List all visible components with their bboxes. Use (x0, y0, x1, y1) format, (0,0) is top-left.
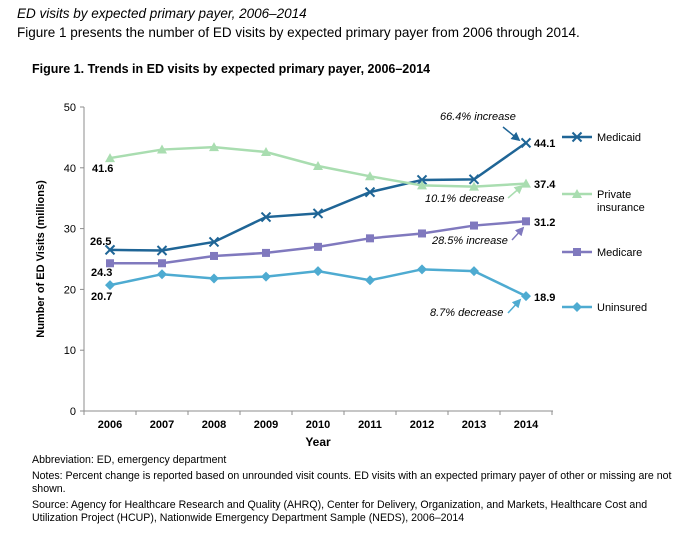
data-point-medicare (262, 248, 270, 257)
legend-label-private-insurance-cont: insurance (597, 202, 645, 214)
abbreviation-note: Abbreviation: ED, emergency department (32, 454, 227, 466)
data-point-private-insurance (157, 144, 167, 154)
y-tick-label: 20 (64, 284, 76, 296)
x-tick-label: 2013 (462, 419, 486, 431)
data-point-private-insurance (469, 181, 479, 191)
end-value-label-medicaid: 44.1 (534, 138, 555, 150)
data-point-medicare (470, 221, 478, 230)
end-value-label-uninsured: 18.9 (534, 292, 555, 304)
y-tick-label: 50 (64, 102, 76, 114)
data-point-uninsured (105, 280, 115, 291)
x-tick-label: 2011 (358, 419, 382, 431)
legend-marker-private-insurance (572, 189, 582, 198)
data-point-uninsured (157, 269, 167, 280)
data-point-medicaid (208, 236, 220, 248)
data-point-medicare (522, 217, 530, 226)
data-point-medicaid (156, 245, 168, 256)
y-tick-label: 30 (64, 224, 76, 236)
legend-label-private-insurance: Private (597, 189, 631, 201)
legend-marker-uninsured (572, 302, 582, 312)
legend-label-medicare: Medicare (597, 247, 642, 259)
change-annotation-medicaid: 66.4% increase (440, 111, 516, 123)
data-point-uninsured (521, 291, 531, 302)
data-point-private-insurance (261, 146, 271, 156)
legend-marker-medicaid (571, 131, 583, 143)
y-tick-label: 0 (70, 406, 76, 418)
data-point-medicare (210, 251, 218, 260)
change-annotation-uninsured: 8.7% decrease (430, 307, 503, 319)
data-point-private-insurance (105, 153, 115, 163)
intro-text: Figure 1 presents the number of ED visit… (17, 25, 580, 40)
data-point-medicaid (364, 186, 376, 198)
x-tick-label: 2006 (98, 419, 122, 431)
change-arrow-uninsured (507, 298, 522, 314)
y-axis-title: Number of ED Visits (millions) (35, 180, 47, 338)
x-axis-title: Year (305, 435, 331, 449)
legend-marker-medicare (573, 248, 581, 256)
data-point-private-insurance (521, 178, 531, 188)
section-heading: ED visits by expected primary payer, 200… (17, 6, 307, 21)
x-tick-label: 2007 (150, 419, 174, 431)
start-value-label-medicare: 24.3 (91, 267, 112, 279)
legend-label-uninsured: Uninsured (597, 302, 647, 314)
start-value-label-uninsured: 20.7 (91, 291, 112, 303)
data-point-uninsured (469, 266, 479, 277)
change-arrow-medicaid (502, 126, 521, 142)
data-point-private-insurance (313, 160, 323, 170)
change-annotation-private-insurance: 10.1% decrease (425, 193, 505, 205)
start-value-label-private-insurance: 41.6 (92, 163, 113, 175)
change-annotation-medicare: 28.5% increase (431, 235, 508, 247)
x-tick-label: 2012 (410, 419, 434, 431)
data-point-medicare (366, 234, 374, 243)
data-point-private-insurance (365, 171, 375, 181)
data-point-medicaid (416, 174, 428, 186)
source-note: Source: Agency for Healthcare Research a… (32, 499, 648, 524)
data-point-medicaid (520, 137, 532, 149)
notes-section: Abbreviation: ED, emergency department N… (32, 454, 672, 528)
data-point-uninsured (365, 275, 375, 286)
data-point-medicaid (104, 244, 116, 256)
data-point-uninsured (417, 264, 427, 275)
data-point-medicare (158, 259, 166, 268)
data-point-uninsured (261, 271, 271, 282)
data-point-private-insurance (209, 142, 219, 152)
y-tick-label: 40 (64, 163, 76, 175)
change-arrow-private-insurance (507, 184, 524, 199)
data-point-medicare (418, 229, 426, 238)
y-tick-label: 10 (64, 345, 76, 357)
change-arrow-medicare (511, 226, 525, 241)
legend-label-medicaid: Medicaid (597, 132, 641, 144)
x-tick-label: 2008 (202, 419, 226, 431)
start-value-label-medicaid: 26.5 (90, 236, 111, 248)
x-tick-label: 2014 (514, 419, 539, 431)
data-point-medicaid (312, 208, 324, 219)
percent-change-note: Notes: Percent change is reported based … (32, 470, 672, 495)
end-value-label-medicare: 31.2 (534, 217, 555, 229)
x-tick-label: 2010 (306, 419, 330, 431)
data-point-medicaid (468, 174, 480, 185)
data-point-medicare (106, 259, 114, 268)
figure-title: Figure 1. Trends in ED visits by expecte… (32, 62, 431, 76)
data-point-medicare (314, 242, 322, 251)
line-chart: 0 10 20 30 40 50 2006 2007 2008 2009 2010 2011 2012 2… (35, 102, 647, 449)
data-point-uninsured (209, 273, 219, 284)
end-value-label-private-insurance: 37.4 (534, 179, 556, 191)
data-point-private-insurance (417, 180, 427, 190)
data-point-uninsured (313, 266, 323, 277)
x-tick-label: 2009 (254, 419, 278, 431)
data-point-medicaid (260, 211, 272, 223)
